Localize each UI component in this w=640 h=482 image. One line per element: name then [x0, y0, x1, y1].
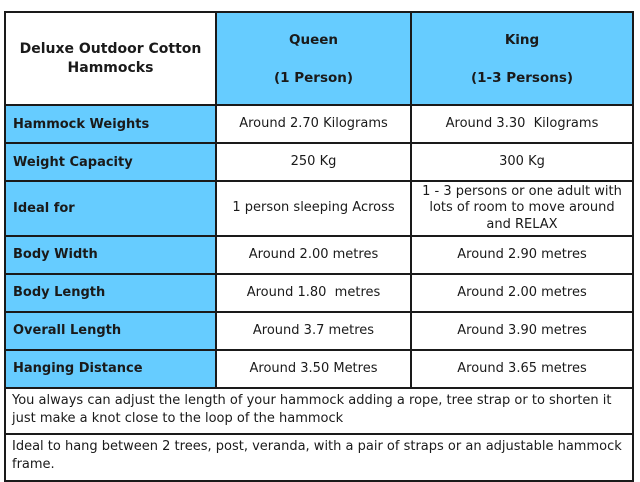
- row-label: Hanging Distance: [4, 348, 217, 389]
- queen-value: 1 person sleeping Across: [215, 180, 412, 237]
- header-row: Deluxe Outdoor Cotton Hammocks Queen (1 …: [4, 11, 634, 106]
- row-label: Weight Capacity: [4, 142, 217, 182]
- king-value: Around 2.90 metres: [410, 234, 634, 275]
- queen-value: 250 Kg: [215, 142, 412, 182]
- column-subtitle: (1-3 Persons): [470, 69, 574, 86]
- queen-value: Around 1.80 metres: [215, 272, 412, 313]
- note-row-hanging-options: Ideal to hang between 2 trees, post, ver…: [4, 433, 634, 482]
- king-value: Around 2.00 metres: [410, 272, 634, 313]
- king-value: 300 Kg: [410, 142, 634, 182]
- table-row-hammock-weights: Hammock Weights Around 2.70 Kilograms Ar…: [4, 104, 634, 144]
- queen-value: Around 3.50 Metres: [215, 348, 412, 389]
- column-name: King: [504, 31, 540, 48]
- king-value: Around 3.65 metres: [410, 348, 634, 389]
- hammock-spec-table: Deluxe Outdoor Cotton Hammocks Queen (1 …: [4, 11, 634, 482]
- row-label: Ideal for: [4, 180, 217, 237]
- table-row-hanging-distance: Hanging Distance Around 3.50 Metres Arou…: [4, 348, 634, 389]
- row-label: Body Length: [4, 272, 217, 313]
- queen-value: Around 2.00 metres: [215, 234, 412, 275]
- column-name: Queen: [288, 31, 338, 48]
- queen-value: Around 3.7 metres: [215, 310, 412, 351]
- column-header-king: King (1-3 Persons): [410, 11, 634, 106]
- table-row-body-length: Body Length Around 1.80 metres Around 2.…: [4, 272, 634, 313]
- row-label: Body Width: [4, 234, 217, 275]
- note-row-adjust-length: You always can adjust the length of your…: [4, 386, 634, 436]
- table-title: Deluxe Outdoor Cotton Hammocks: [4, 11, 217, 106]
- king-value: Around 3.90 metres: [410, 310, 634, 351]
- queen-value: Around 2.70 Kilograms: [215, 104, 412, 144]
- king-value: Around 3.30 Kilograms: [410, 104, 634, 144]
- note-text: You always can adjust the length of your…: [4, 386, 634, 436]
- table-row-weight-capacity: Weight Capacity 250 Kg 300 Kg: [4, 142, 634, 182]
- table-row-body-width: Body Width Around 2.00 metres Around 2.9…: [4, 234, 634, 275]
- king-value: 1 - 3 persons or one adult with lots of …: [410, 180, 634, 237]
- row-label: Hammock Weights: [4, 104, 217, 144]
- column-header-queen: Queen (1 Person): [215, 11, 412, 106]
- table-row-ideal-for: Ideal for 1 person sleeping Across 1 - 3…: [4, 180, 634, 237]
- column-subtitle: (1 Person): [273, 69, 354, 86]
- note-text: Ideal to hang between 2 trees, post, ver…: [4, 433, 634, 482]
- table-row-overall-length: Overall Length Around 3.7 metres Around …: [4, 310, 634, 351]
- row-label: Overall Length: [4, 310, 217, 351]
